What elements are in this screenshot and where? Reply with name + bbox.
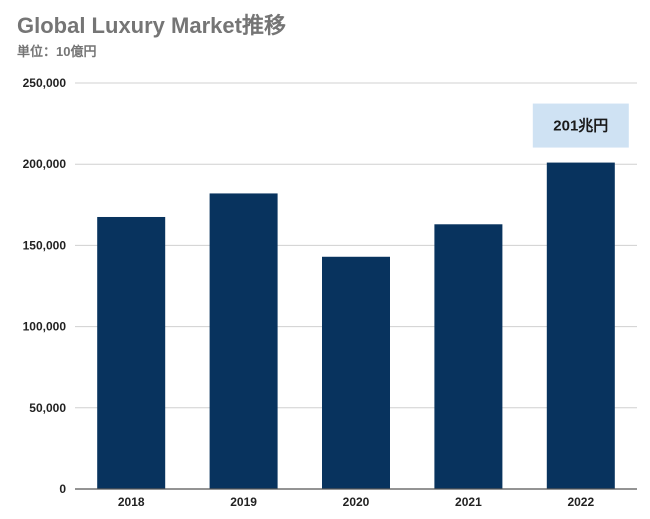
y-tick-label: 0 xyxy=(59,482,66,496)
x-tick-label: 2019 xyxy=(230,495,257,509)
x-tick-label: 2022 xyxy=(567,495,594,509)
x-tick-label: 2020 xyxy=(343,495,370,509)
chart-title: Global Luxury Market推移 xyxy=(17,13,286,38)
annotation-box xyxy=(532,103,629,148)
x-tick-label: 2021 xyxy=(455,495,482,509)
x-tick-label: 2018 xyxy=(118,495,145,509)
bar-2022 xyxy=(546,162,615,490)
y-tick-label: 100,000 xyxy=(23,320,67,334)
bar-2021 xyxy=(434,224,503,489)
bar-2019 xyxy=(209,193,278,489)
y-tick-label: 50,000 xyxy=(29,401,66,415)
y-tick-label: 200,000 xyxy=(23,157,67,171)
y-tick-label: 250,000 xyxy=(23,76,67,90)
y-tick-label: 150,000 xyxy=(23,238,67,252)
bar-2020 xyxy=(322,256,390,489)
chart-subtitle: 単位：10億円 xyxy=(17,44,97,59)
annotation-label: 201兆円 xyxy=(553,118,608,135)
bar-2018 xyxy=(97,216,166,490)
